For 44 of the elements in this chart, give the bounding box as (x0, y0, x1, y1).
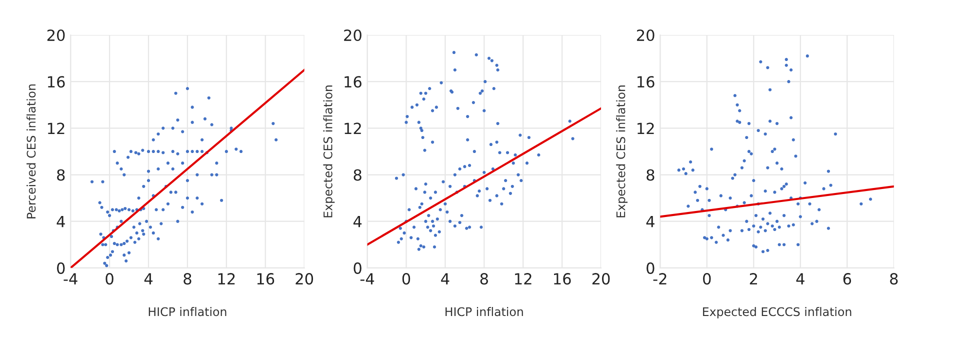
y-axis-title: Perceived CES inflation (26, 84, 36, 218)
x-tick-label: 20 (592, 273, 610, 285)
y-tick-label: 20 (636, 29, 654, 42)
y-tick-label: 8 (646, 169, 654, 181)
y-tick-label: 20 (47, 29, 65, 42)
x-tick-label: 8 (480, 273, 488, 285)
x-tick-label: 6 (843, 273, 852, 285)
x-tick-label: -4 (64, 273, 78, 284)
x-tick-label: 0 (106, 273, 114, 285)
y-tick-label: 4 (353, 216, 362, 228)
y-tick-label: 12 (638, 122, 654, 134)
x-tick-label: 16 (554, 273, 571, 285)
x-tick-label: 12 (515, 273, 532, 284)
x-tick-label: 4 (796, 273, 804, 284)
y-tick-label: 4 (646, 216, 654, 228)
x-tick-label: 16 (257, 273, 274, 285)
y-tick-label: 8 (57, 169, 65, 181)
y-tick-label: 20 (344, 29, 362, 42)
x-tick-label: 20 (296, 273, 314, 285)
y-tick-label: 8 (354, 169, 362, 181)
x-tick-label: -2 (653, 273, 666, 284)
x-axis-title: Expected ECCCS inflation (703, 307, 852, 318)
x-axis-title: HICP inflation (148, 307, 226, 316)
y-tick-label: 0 (57, 262, 65, 274)
y-axis-title: Expected CES inflation (616, 86, 628, 218)
y-tick-label: 12 (48, 122, 64, 134)
y-tick-label: 16 (48, 76, 65, 88)
x-tick-label: 8 (184, 273, 192, 285)
y-tick-label: 0 (354, 262, 362, 274)
y-tick-label: 16 (638, 76, 654, 88)
x-tick-label: 8 (890, 273, 898, 285)
x-tick-label: 12 (218, 273, 235, 284)
x-tick-label: -4 (360, 273, 374, 284)
x-tick-label: 4 (144, 273, 153, 284)
y-axis-title: Expected CES inflation (323, 86, 335, 218)
y-tick-label: 0 (646, 262, 654, 274)
x-axis-title: HICP inflation (446, 307, 523, 316)
x-tick-label: 0 (703, 273, 711, 285)
x-tick-label: 2 (750, 273, 757, 284)
x-tick-label: 4 (441, 273, 450, 284)
x-tick-label: 0 (402, 273, 410, 285)
y-tick-label: 16 (344, 76, 362, 88)
y-tick-label: 12 (344, 122, 361, 134)
y-tick-label: 4 (56, 216, 65, 228)
